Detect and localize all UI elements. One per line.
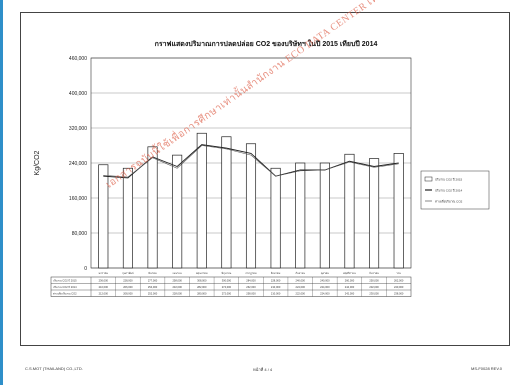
data-table-cell: 274,000 bbox=[222, 285, 232, 289]
y-tick-label: 400,000 bbox=[69, 91, 87, 97]
x-tick-label: รวม bbox=[396, 272, 401, 275]
chart-frame: กราฟแสดงปริมาณการปลดปล่อย CO2 ของบริษัทฯ… bbox=[20, 12, 510, 346]
data-table-cell: 208,000 bbox=[123, 291, 133, 295]
data-table-cell: 282,000 bbox=[197, 285, 207, 289]
x-tick-label: สิงหาคม bbox=[270, 271, 280, 275]
data-table-cell: 206,000 bbox=[123, 285, 133, 289]
y-tick-label: 160,000 bbox=[69, 196, 87, 202]
data-table bbox=[50, 276, 412, 297]
x-tick-label: ธันวาคม bbox=[369, 271, 379, 275]
footer-doc-code: MS-F0028 REV.0 bbox=[471, 366, 502, 371]
bar-6 bbox=[221, 136, 232, 269]
x-tick-label: กุมภาพันธ์ bbox=[122, 271, 134, 276]
data-table-cell: 224,000 bbox=[296, 285, 306, 289]
bar-5 bbox=[196, 132, 207, 269]
series-line-average bbox=[103, 145, 399, 178]
data-table-cell: 228,000 bbox=[172, 291, 182, 295]
data-table-series-name: ปริมาณ CO2 ปี 2014 bbox=[53, 285, 77, 289]
data-table-cell: 240,000 bbox=[320, 278, 330, 282]
data-table-cell: 212,000 bbox=[99, 291, 109, 295]
data-table-cell: 252,000 bbox=[148, 291, 158, 295]
data-table-series-name: ค่าเฉลี่ยปริมาณ CO2 bbox=[53, 291, 77, 295]
data-table-cell: 236,000 bbox=[99, 278, 109, 282]
bar-1 bbox=[98, 164, 109, 269]
legend-label: ค่าเฉลี่ยปริมาณ CO2 bbox=[435, 200, 463, 204]
data-table-cell: 228,000 bbox=[271, 278, 281, 282]
chart-title: กราฟแสดงปริมาณการปลดปล่อย CO2 ของบริษัทฯ… bbox=[155, 39, 378, 48]
data-table-series-name: ปริมาณ CO2 ปี 2015 bbox=[53, 278, 77, 282]
data-table-cell: 224,000 bbox=[320, 291, 330, 295]
y-tick-label: 320,000 bbox=[69, 126, 87, 132]
data-table-cell: 230,000 bbox=[369, 291, 379, 295]
x-tick-label: ตุลาคม bbox=[321, 272, 329, 276]
co2-chart: กราฟแสดงปริมาณการปลดปล่อย CO2 ของบริษัทฯ… bbox=[34, 39, 490, 297]
data-table-cell: 232,000 bbox=[369, 285, 379, 289]
x-tick-label: กรกฎาคม bbox=[245, 272, 256, 275]
data-table-cell: 258,000 bbox=[246, 291, 256, 295]
y-tick-label: 80,000 bbox=[72, 231, 88, 237]
legend-label: ปริมาณ CO2 ปี 2015 bbox=[435, 178, 463, 182]
data-table-cell: 262,000 bbox=[394, 278, 404, 282]
data-table-cell: 280,000 bbox=[197, 291, 207, 295]
y-tick-label: 0 bbox=[84, 266, 87, 272]
legend-swatch-bar bbox=[424, 176, 433, 182]
data-table-cell: 250,000 bbox=[369, 278, 379, 282]
data-table-cell: 232,000 bbox=[172, 285, 182, 289]
series-line-2014 bbox=[103, 144, 399, 179]
y-axis-label: Kg/CO2 bbox=[34, 150, 41, 175]
legend-box bbox=[420, 170, 490, 210]
x-tick-label: มกราคม bbox=[99, 272, 109, 275]
x-tick-label: มีนาคม bbox=[148, 271, 157, 275]
data-table-cell: 244,000 bbox=[345, 285, 355, 289]
x-tick-label: มิถุนายน bbox=[221, 271, 231, 276]
bar-7 bbox=[245, 143, 257, 269]
x-tick-label: เมษายน bbox=[173, 272, 182, 275]
bar-13 bbox=[393, 153, 404, 269]
data-table-cell: 240,000 bbox=[394, 285, 404, 289]
data-table-cell: 224,000 bbox=[320, 285, 330, 289]
y-tick-label: 460,000 bbox=[69, 56, 87, 62]
data-table-cell: 238,000 bbox=[394, 291, 404, 295]
bar-2 bbox=[122, 167, 133, 269]
data-table-cell: 277,000 bbox=[148, 278, 158, 282]
bar-4 bbox=[172, 154, 183, 269]
bar-8 bbox=[270, 167, 281, 269]
data-table-cell: 260,000 bbox=[345, 278, 355, 282]
data-table-cell: 254,000 bbox=[148, 285, 158, 289]
x-tick-label: พฤษภาคม bbox=[196, 271, 208, 275]
data-table-cell: 210,000 bbox=[271, 291, 281, 295]
bar-3 bbox=[147, 146, 158, 269]
data-table-cell: 240,000 bbox=[296, 278, 306, 282]
data-table-cell: 242,000 bbox=[345, 291, 355, 295]
data-table-cell: 222,000 bbox=[296, 291, 306, 295]
data-table-cell: 210,000 bbox=[99, 285, 109, 289]
data-table-cell: 262,000 bbox=[246, 285, 256, 289]
bar-9 bbox=[295, 162, 306, 269]
footer-company: C.S.MOT (THAILAND) CO.,LTD. bbox=[25, 366, 83, 371]
bar-10 bbox=[319, 162, 330, 269]
y-tick-label: 240,000 bbox=[69, 161, 87, 167]
footer-page-number: หน้าที่ 4 / 4 bbox=[253, 367, 273, 372]
bar-11 bbox=[344, 153, 355, 269]
data-table-cell: 284,000 bbox=[246, 278, 256, 282]
data-table-cell: 272,000 bbox=[222, 291, 232, 295]
data-table-cell: 300,000 bbox=[222, 278, 232, 282]
legend-label: ปริมาณ CO2 ปี 2014 bbox=[435, 189, 463, 193]
data-table-cell: 308,000 bbox=[197, 278, 207, 282]
data-table-cell: 210,000 bbox=[271, 285, 281, 289]
bar-12 bbox=[369, 158, 380, 269]
data-table-cell: 228,000 bbox=[123, 278, 133, 282]
x-tick-label: พฤศจิกายน bbox=[343, 271, 356, 275]
x-tick-label: กันยายน bbox=[295, 271, 305, 275]
data-table-cell: 258,000 bbox=[172, 278, 182, 282]
